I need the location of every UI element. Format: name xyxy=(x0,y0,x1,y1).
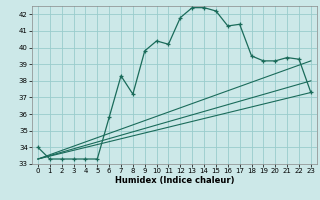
X-axis label: Humidex (Indice chaleur): Humidex (Indice chaleur) xyxy=(115,176,234,185)
